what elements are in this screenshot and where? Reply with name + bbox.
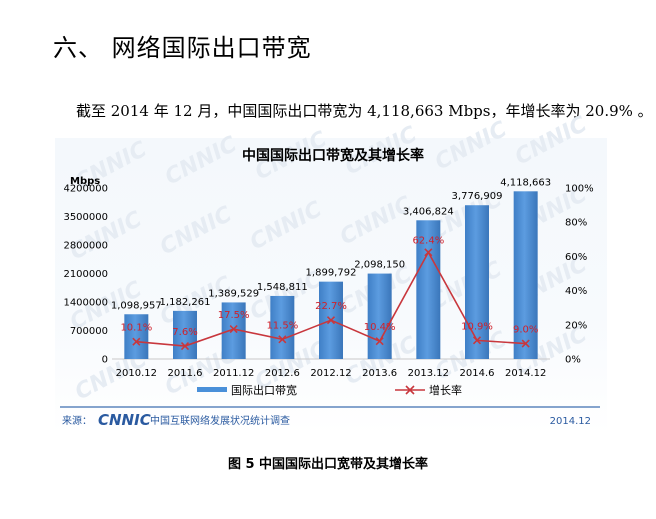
growth-rate-label: 10.9% [461,321,493,332]
growth-rate-marker [472,336,482,345]
bar-value-label: 2,098,150 [354,260,405,271]
growth-rate-label: 22.7% [315,301,347,312]
left-tick-label: 1400000 [63,298,108,309]
left-tick-label: 4200000 [63,184,108,195]
right-tick-label: 0% [565,355,581,366]
growth-rate-marker [229,325,238,334]
watermark-text: CNNIC [161,132,241,190]
bar [124,314,149,359]
right-tick-label: 40% [565,286,587,297]
growth-rate-marker [326,316,336,325]
bar-value-label: 1,182,261 [160,297,211,308]
x-tick-label: 2012.12 [310,368,351,379]
growth-rate-marker [180,341,190,351]
watermark-text: CNNIC [156,202,236,260]
bar [513,191,538,359]
bar-value-label: 1,899,792 [306,268,357,279]
x-tick-label: 2011.12 [213,368,254,379]
watermark-text: CNNIC [336,192,416,250]
x-tick-label: 2012.6 [265,368,300,379]
right-tick-label: 60% [565,252,587,263]
watermark-text: CNNIC [246,197,326,255]
x-tick-label: 2013.12 [408,368,449,379]
bar-value-label: 1,098,957 [111,300,162,311]
left-tick-label: 2800000 [63,241,108,252]
left-tick-label: 700000 [70,326,108,337]
section-heading: 六、 网络国际出口带宽 [53,34,312,62]
source-label: 来源： [62,414,92,427]
bar [367,273,392,359]
watermark-text: CNNIC [431,117,511,175]
x-tick-label: 2014.12 [505,368,546,379]
growth-rate-marker [132,337,141,346]
growth-rate-label: 7.6% [172,327,197,338]
left-tick-label: 3500000 [63,212,108,223]
left-tick-label: 0 [102,355,108,366]
x-tick-label: 2013.6 [362,368,397,379]
growth-rate-label: 17.5% [218,310,250,321]
growth-rate-label: 9.0% [513,325,538,336]
growth-rate-marker [521,339,530,348]
bar [465,205,489,359]
bar-value-label: 1,548,811 [257,282,308,293]
bar [173,310,197,359]
growth-rate-label: 10.1% [120,323,152,334]
legend-line-label: 增长率 [429,383,462,397]
legend-bar-swatch [197,387,227,392]
growth-rate-marker [278,335,287,344]
right-tick-label: 100% [565,184,594,195]
legend-bar-label: 国际出口带宽 [231,383,297,397]
growth-rate-marker [424,248,433,257]
bar-value-label: 3,406,824 [403,206,454,217]
bar-value-label: 1,389,529 [208,288,259,299]
cnnic-logo: CNNIC [98,411,151,429]
x-tick-label: 2011.6 [168,368,203,379]
bar-value-label: 3,776,909 [452,191,503,202]
left-axis-unit: Mbps [70,176,100,187]
right-tick-label: 20% [565,320,587,331]
growth-rate-label: 10.4% [364,322,396,333]
growth-rate-label: 11.5% [266,320,298,331]
bar [416,220,441,359]
left-tick-label: 2100000 [63,269,108,280]
watermark-text: CNNIC [511,112,591,170]
figure-caption: 图 5 中国国际出口宽带及其增长率 [227,457,429,472]
growth-rate-label: 62.4% [412,235,444,246]
chart-title: 中国国际出口带宽及其增长率 [242,147,424,164]
legend-line-marker [405,385,415,395]
x-tick-label: 2010.12 [116,368,157,379]
source-date: 2014.12 [550,416,591,427]
intro-paragraph: 截至 2014 年 12 月，中国国际出口带宽为 4,118,663 Mbps，… [76,102,653,120]
growth-rate-marker [375,337,384,346]
x-tick-label: 2014.6 [460,368,495,379]
source-organization: 中国互联网络发展状况统计调查 [150,414,290,427]
bar [270,295,295,359]
bar-value-label: 4,118,663 [500,177,551,188]
right-tick-label: 80% [565,218,587,229]
